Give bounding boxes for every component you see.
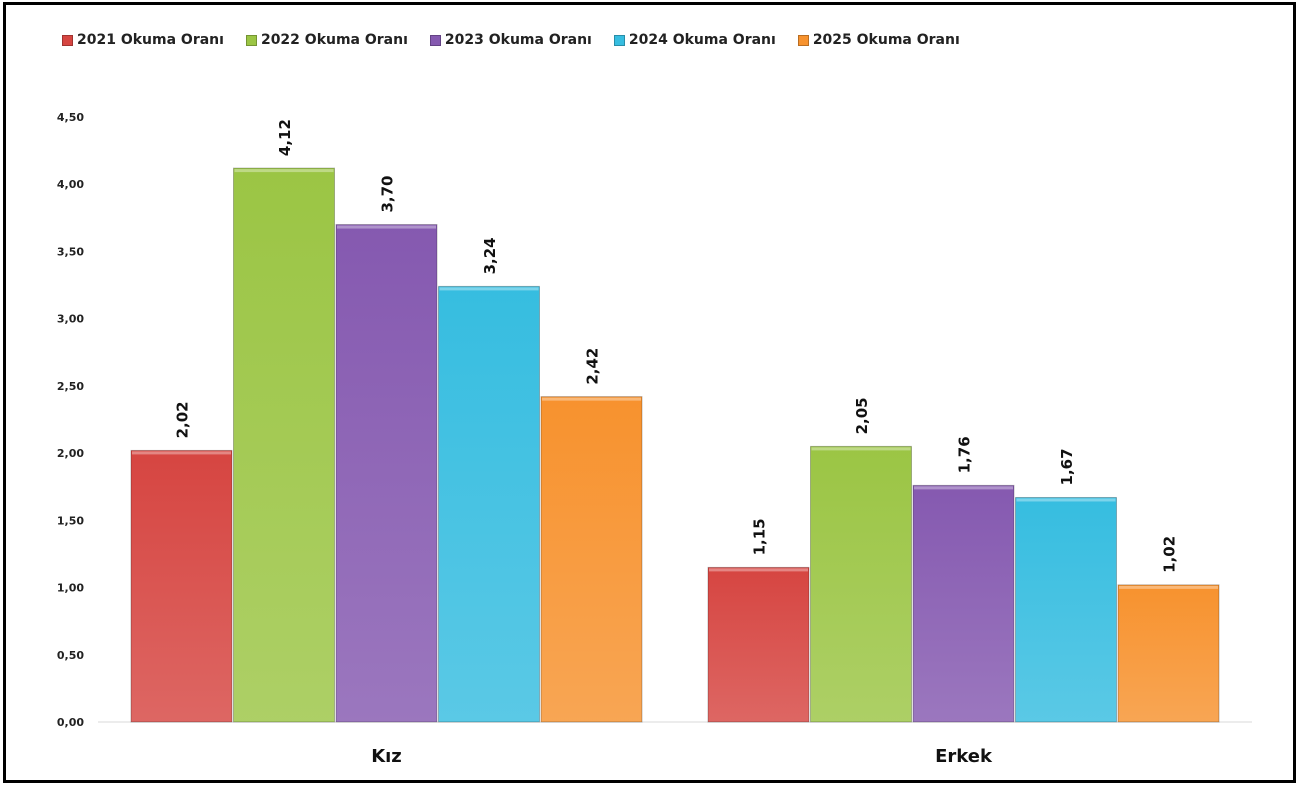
legend-label-2024: 2024 Okuma Oranı xyxy=(628,32,776,48)
category-label-1: Erkek xyxy=(935,746,993,767)
y-tick-label: 4,00 xyxy=(57,178,84,191)
legend-item-2025: 2025 Okuma Oranı xyxy=(797,32,960,48)
data-label-1-2: 1,76 xyxy=(956,436,974,473)
legend: 2021 Okuma Oranı 2022 Okuma Oranı 2023 O… xyxy=(62,31,982,49)
legend-label-2022: 2022 Okuma Oranı xyxy=(260,32,408,48)
data-label-0-4: 2,42 xyxy=(584,348,602,385)
y-tick-label: 3,00 xyxy=(57,313,84,326)
bar-1-0 xyxy=(707,566,810,723)
y-tick-label: 4,50 xyxy=(57,111,84,124)
bar-highlight-1-2 xyxy=(914,486,1013,490)
legend-swatch-2023 xyxy=(429,34,441,46)
bar-1-1 xyxy=(810,445,912,723)
bar-highlight-0-2 xyxy=(337,225,436,229)
bar-0-3 xyxy=(438,285,540,723)
bar-0-4 xyxy=(540,396,643,723)
bar-highlight-1-1 xyxy=(811,447,911,451)
legend-swatch-2022 xyxy=(245,34,257,46)
legend-label-2023: 2023 Okuma Oranı xyxy=(444,32,592,48)
data-label-0-0: 2,02 xyxy=(174,401,192,438)
data-label-0-2: 3,70 xyxy=(379,176,397,213)
data-label-0-1: 4,12 xyxy=(276,119,294,156)
data-label-1-4: 1,02 xyxy=(1161,536,1179,573)
y-tick-label: 2,00 xyxy=(57,447,84,460)
data-label-1-1: 2,05 xyxy=(853,397,871,434)
bar-highlight-1-0 xyxy=(709,568,808,572)
bar-highlight-0-4 xyxy=(542,397,641,401)
y-tick-label: 1,50 xyxy=(57,514,84,527)
legend-label-2021: 2021 Okuma Oranı xyxy=(77,32,224,48)
y-tick-label: 2,50 xyxy=(57,380,84,393)
data-label-1-3: 1,67 xyxy=(1058,448,1076,485)
bar-highlight-1-3 xyxy=(1016,498,1116,502)
data-label-1-0: 1,15 xyxy=(751,518,769,555)
legend-item-2023: 2023 Okuma Oranı xyxy=(429,32,592,48)
legend-item-2022: 2022 Okuma Oranı xyxy=(245,32,408,48)
legend-swatch-2024 xyxy=(613,34,625,46)
bar-1-2 xyxy=(912,484,1015,723)
y-tick-label: 3,50 xyxy=(57,245,84,258)
bar-highlight-1-4 xyxy=(1119,585,1218,589)
bar-1-3 xyxy=(1015,496,1117,723)
bar-highlight-0-1 xyxy=(234,169,334,173)
bar-highlight-0-3 xyxy=(439,287,539,291)
category-label-0: Kız xyxy=(371,746,402,767)
legend-item-2021: 2021 Okuma Oranı xyxy=(62,32,224,48)
bar-0-2 xyxy=(335,224,438,723)
y-tick-label: 0,00 xyxy=(57,716,84,729)
y-tick-label: 1,00 xyxy=(57,582,84,595)
bar-0-0 xyxy=(130,449,233,723)
bar-highlight-0-0 xyxy=(132,451,231,455)
legend-item-2024: 2024 Okuma Oranı xyxy=(613,32,776,48)
y-tick-label: 0,50 xyxy=(57,649,84,662)
data-label-0-3: 3,24 xyxy=(481,237,499,274)
legend-swatch-2025 xyxy=(797,34,809,46)
bar-1-4 xyxy=(1117,584,1220,723)
legend-swatch-2021 xyxy=(62,34,73,46)
bar-0-1 xyxy=(233,167,335,723)
legend-label-2025: 2025 Okuma Oranı xyxy=(812,32,960,48)
